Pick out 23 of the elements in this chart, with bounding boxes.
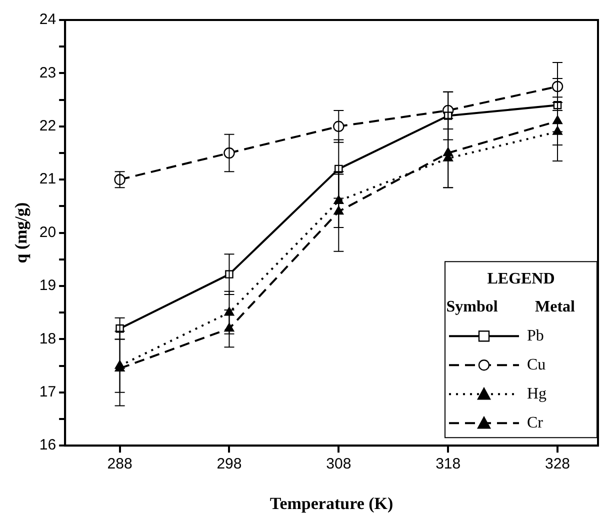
- legend-label: Cr: [527, 414, 544, 432]
- y-tick-label: 17: [39, 384, 56, 401]
- y-tick-label: 22: [39, 118, 56, 135]
- legend-label: Hg: [527, 385, 547, 402]
- x-tick-label: 328: [544, 456, 570, 473]
- legend-label: Pb: [527, 327, 544, 344]
- x-tick-label: 308: [326, 456, 352, 473]
- x-tick-label: 298: [216, 456, 242, 473]
- x-tick-label: 318: [436, 456, 461, 473]
- y-tick-label: 23: [39, 64, 56, 82]
- legend-title: LEGEND: [487, 270, 555, 288]
- x-tick-label: 288: [107, 456, 132, 473]
- y-tick-label: 21: [39, 170, 56, 188]
- y-tick-label: 18: [39, 330, 56, 348]
- x-axis-title: Temperature (K): [270, 494, 394, 514]
- annotation: Symbol: [446, 298, 498, 316]
- legend-label: Cu: [527, 356, 546, 374]
- y-axis-title: q (mg/g): [12, 202, 31, 264]
- y-tick-label: 24: [39, 11, 56, 28]
- y-tick-label: 16: [39, 436, 56, 454]
- y-tick-label: 20: [39, 224, 56, 241]
- annotation: Metal: [535, 298, 576, 316]
- y-tick-label: 19: [39, 277, 56, 294]
